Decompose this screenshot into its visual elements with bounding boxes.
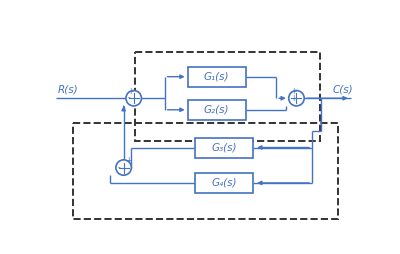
Bar	[73, 123, 338, 219]
Text: G₄(s): G₄(s)	[212, 178, 237, 188]
Bar	[135, 52, 320, 141]
Text: +: +	[290, 87, 297, 96]
Bar	[188, 100, 246, 120]
Text: R(s): R(s)	[58, 84, 78, 94]
Text: G₁(s): G₁(s)	[204, 72, 229, 82]
Text: +: +	[290, 93, 297, 103]
Bar	[195, 137, 254, 157]
Text: C(s): C(s)	[332, 84, 353, 94]
Circle shape	[126, 90, 142, 106]
Text: G₂(s): G₂(s)	[204, 105, 229, 115]
Text: +: +	[125, 156, 132, 165]
Bar	[188, 67, 246, 87]
Text: -: -	[128, 93, 130, 103]
Circle shape	[289, 90, 304, 106]
Text: +: +	[128, 87, 134, 96]
Text: -: -	[118, 163, 120, 172]
Circle shape	[116, 160, 131, 175]
Text: G₃(s): G₃(s)	[212, 142, 237, 152]
Bar	[195, 173, 254, 193]
